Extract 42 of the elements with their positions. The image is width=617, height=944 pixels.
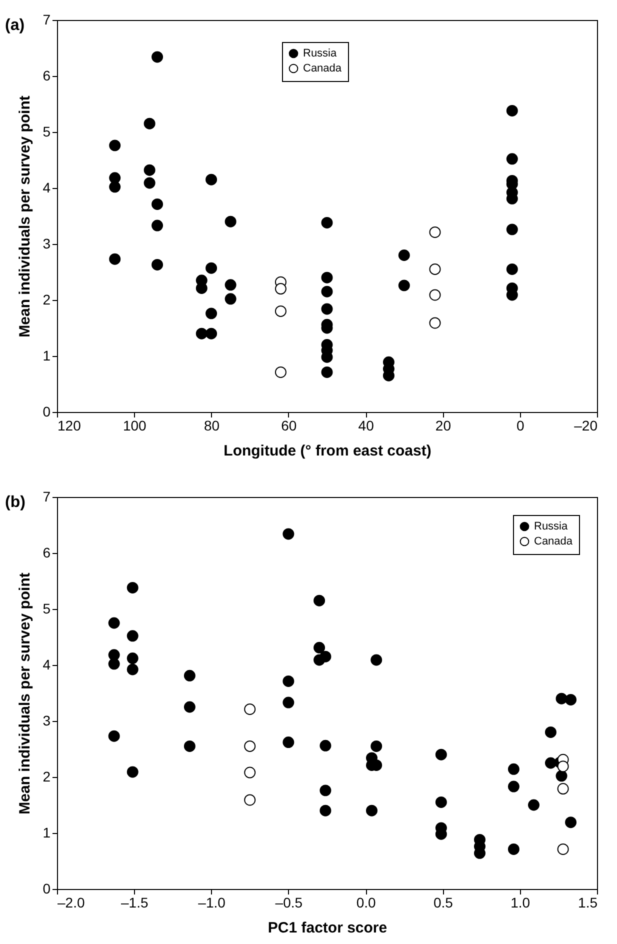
- legend-label: Russia: [303, 48, 338, 60]
- y-tick-label: 3: [42, 236, 51, 252]
- y-tick-label: 2: [42, 292, 51, 308]
- x-tick-label: –0.5: [275, 894, 303, 910]
- x-axis-title: Longitude (° from east coast): [224, 442, 432, 460]
- x-tick-label: 0.5: [433, 894, 454, 910]
- x-tick-label: 80: [204, 418, 220, 434]
- legend-label: Canada: [303, 62, 342, 74]
- y-tick-label: 1: [42, 348, 51, 364]
- x-tick-label: –1.0: [198, 894, 226, 910]
- legend-label: Russia: [534, 520, 569, 532]
- y-tick-label: 0: [42, 880, 51, 896]
- y-tick-label: 7: [42, 488, 51, 504]
- y-axis-title: Mean individuals per survey point: [16, 572, 34, 814]
- x-tick-label: 120: [58, 418, 82, 434]
- y-tick-label: 4: [42, 656, 51, 672]
- chart-title: (b): [5, 494, 26, 511]
- y-axis-title: Mean individuals per survey point: [16, 96, 34, 338]
- x-tick-label: –1.5: [121, 894, 148, 910]
- x-tick-label: 0: [516, 418, 524, 434]
- x-tick-label: 1.5: [578, 894, 598, 910]
- x-tick-label: 100: [122, 418, 147, 434]
- x-tick-label: 0.0: [356, 894, 376, 910]
- y-tick-label: 6: [42, 68, 51, 84]
- legend-label: Canada: [534, 536, 574, 548]
- x-tick-label: –2.0: [58, 894, 85, 910]
- y-tick-label: 5: [42, 124, 51, 140]
- x-tick-label: 20: [435, 418, 452, 434]
- x-axis-title: PC1 factor score: [268, 920, 388, 936]
- x-tick-label: –20: [574, 418, 598, 434]
- y-tick-label: 2: [42, 768, 51, 784]
- y-tick-label: 4: [42, 180, 51, 196]
- y-tick-label: 1: [42, 824, 51, 840]
- y-tick-label: 5: [42, 600, 51, 616]
- y-tick-label: 0: [42, 404, 51, 420]
- y-tick-label: 3: [42, 712, 51, 728]
- x-tick-label: 60: [281, 418, 297, 434]
- chart-title: (a): [5, 17, 25, 34]
- x-tick-label: 40: [358, 418, 374, 434]
- y-tick-label: 7: [42, 12, 51, 28]
- x-tick-label: 1.0: [510, 894, 530, 910]
- y-tick-label: 6: [42, 544, 51, 560]
